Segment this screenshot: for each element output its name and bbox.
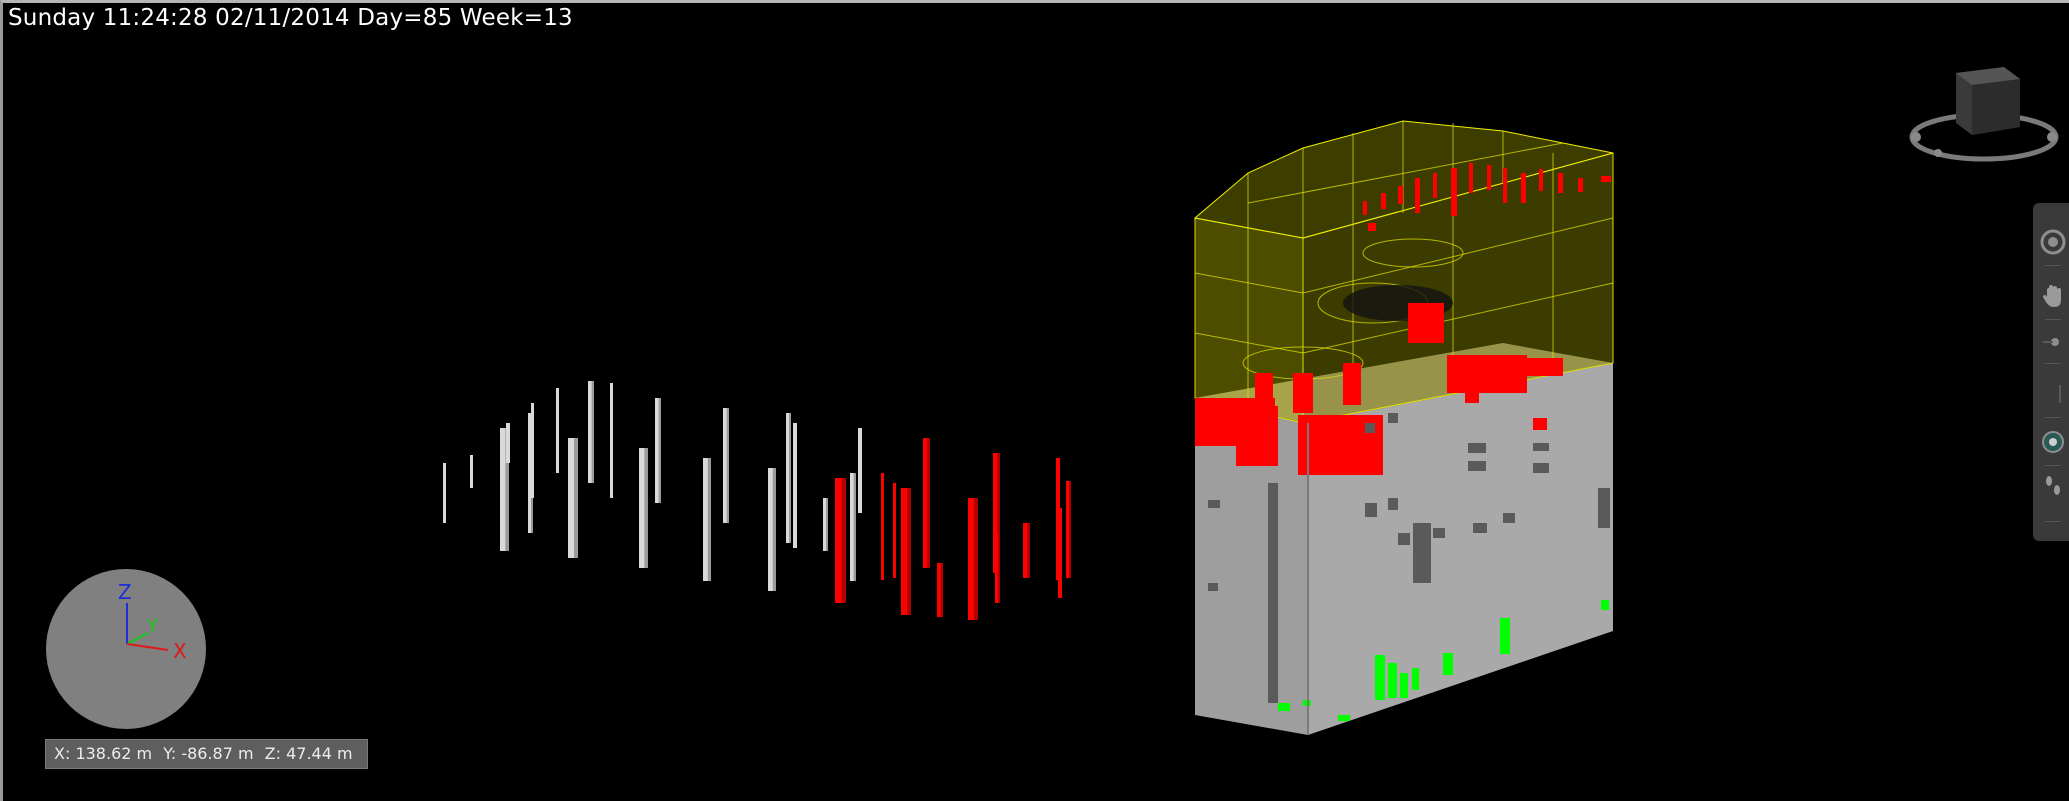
pile-column (968, 498, 978, 620)
pile-column (500, 428, 509, 551)
steering-wheel-icon (2040, 229, 2066, 255)
green-highlighted-elements (1278, 600, 1609, 721)
look-around-button[interactable] (2038, 427, 2068, 457)
pile-column (588, 381, 594, 483)
pile-column (531, 403, 534, 498)
pile-column-shade (574, 438, 578, 558)
pile-column (901, 488, 911, 615)
pile-column (528, 413, 533, 533)
x-axis-label: X (173, 639, 187, 663)
building-side-face (1308, 363, 1613, 735)
pile-column (881, 473, 884, 580)
orbit-button[interactable] (2038, 379, 2068, 409)
pile-column-shade (1069, 481, 1071, 578)
red-highlighted-elements (1195, 303, 1563, 475)
model-scene[interactable] (3, 3, 2069, 801)
building-front-face (1195, 398, 1308, 735)
pile-column (768, 468, 776, 591)
orbit-icon (2059, 385, 2061, 403)
pile-column-shade (927, 438, 930, 568)
red-piles-group (835, 438, 1071, 620)
pile-column-shade (505, 428, 509, 551)
pile-column-shade (997, 453, 1000, 573)
pile-column (823, 498, 828, 551)
pan-hand-icon (2043, 285, 2061, 307)
yellow-upper-front (1194, 217, 1304, 424)
y-axis-line (126, 632, 149, 645)
pile-column (703, 458, 711, 581)
pile-column-shade (591, 381, 594, 483)
pile-column (639, 448, 648, 568)
pile-column-shade (907, 488, 911, 615)
coord-y: Y: -86.87 m (163, 744, 254, 763)
cursor-coordinates: X: 138.62 m Y: -86.87 m Z: 47.44 m (45, 739, 368, 769)
building-openings (1208, 413, 1610, 703)
white-piles-group (443, 381, 862, 591)
pile-column-shade (707, 458, 711, 581)
zoom-icon (2043, 338, 2059, 346)
y-axis-label: Y (146, 616, 159, 637)
viewcube-icon (1909, 67, 2059, 162)
pile-column (506, 423, 510, 463)
pile-column (923, 438, 930, 568)
pile-column (723, 408, 729, 523)
pile-column-shade (974, 498, 978, 620)
pile-column-shade (726, 408, 729, 523)
coord-x: X: 138.62 m (54, 744, 153, 763)
look-around-icon (2042, 431, 2064, 453)
walk-footprints-icon (2046, 476, 2060, 495)
pile-column (610, 383, 613, 498)
z-axis-label: Z (118, 580, 132, 604)
pile-column (568, 438, 578, 558)
pile-column (1066, 481, 1071, 578)
pile-column-shade (940, 563, 943, 617)
pile-column (443, 463, 446, 523)
pile-column-shade (789, 413, 791, 543)
red-roof-elements (1363, 163, 1611, 231)
pile-column (995, 533, 1000, 603)
pile-column (655, 398, 661, 503)
pile-column (1023, 523, 1030, 578)
pile-column-shade (841, 478, 846, 603)
pile-column-shade (1027, 523, 1030, 578)
pile-column-shade (772, 468, 776, 591)
viewcube[interactable] (1908, 61, 2060, 169)
pan-button[interactable] (2038, 281, 2068, 311)
pile-column (835, 478, 846, 603)
walk-button[interactable] (2038, 471, 2068, 501)
pile-column (1058, 508, 1062, 598)
pile-column (850, 473, 856, 581)
axis-gizmo[interactable]: Z Y X (45, 568, 207, 730)
pile-column (937, 563, 943, 617)
simulation-timestamp: Sunday 11:24:28 02/11/2014 Day=85 Week=1… (8, 5, 573, 31)
pile-column-shade (644, 448, 648, 568)
building-model[interactable] (1193, 120, 1614, 735)
pile-column (893, 483, 896, 578)
pile-column-shade (658, 398, 661, 503)
navigation-bar (2033, 203, 2069, 541)
pile-column (993, 453, 1000, 573)
pile-column-shade (853, 473, 856, 581)
pile-column (793, 423, 797, 548)
gizmo-sphere (46, 569, 206, 729)
coord-z: Z: 47.44 m (264, 744, 353, 763)
pile-column-shade (998, 533, 1000, 603)
pile-column (786, 413, 791, 543)
pile-column-shade (826, 498, 828, 551)
steering-wheel-button[interactable] (2038, 227, 2068, 257)
pile-column (556, 388, 559, 473)
pile-column (858, 428, 862, 513)
pile-column (470, 455, 473, 488)
zoom-button[interactable] (2038, 327, 2068, 357)
x-axis-line (126, 643, 169, 651)
